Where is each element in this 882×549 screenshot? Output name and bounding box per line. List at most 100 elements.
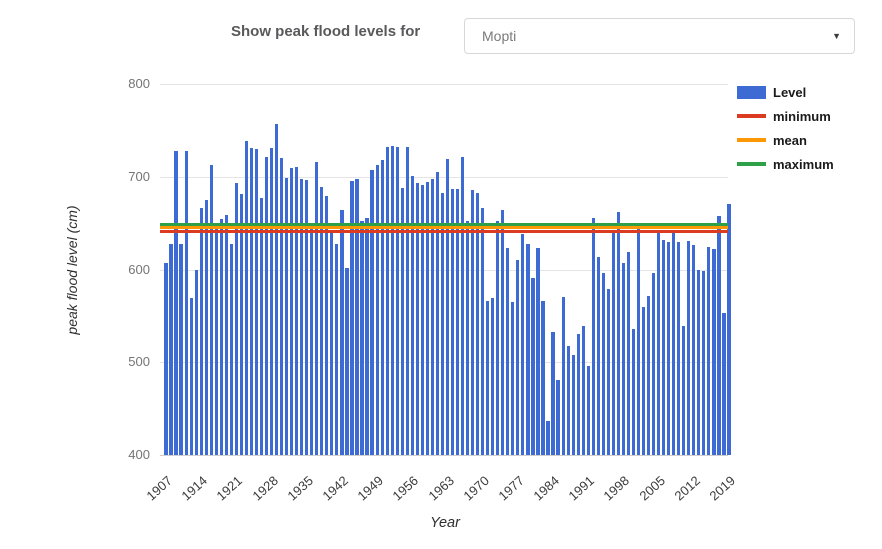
bar-2014[interactable] <box>702 271 706 455</box>
bar-2007[interactable] <box>667 241 671 455</box>
bar-1917[interactable] <box>214 223 218 455</box>
bar-1944[interactable] <box>350 181 354 455</box>
bar-1929[interactable] <box>274 123 279 455</box>
bar-1914[interactable] <box>199 208 203 455</box>
bar-1931[interactable] <box>285 177 289 455</box>
bar-1958[interactable] <box>420 185 424 455</box>
bar-1972[interactable] <box>491 298 495 455</box>
bar-1912[interactable] <box>189 298 193 455</box>
bar-1924[interactable] <box>249 147 254 455</box>
bar-1941[interactable] <box>335 244 339 455</box>
bar-1988[interactable] <box>571 354 575 455</box>
bar-1920[interactable] <box>229 244 233 455</box>
bar-1955[interactable] <box>405 147 409 455</box>
bar-1927[interactable] <box>264 157 269 455</box>
bar-1945[interactable] <box>355 178 359 455</box>
bar-1990[interactable] <box>581 326 585 455</box>
bar-1913[interactable] <box>194 269 198 455</box>
bar-1939[interactable] <box>325 196 329 455</box>
bar-1950[interactable] <box>380 160 384 455</box>
bar-1971[interactable] <box>486 301 490 455</box>
bar-1984[interactable] <box>551 331 555 455</box>
bar-1953[interactable] <box>395 147 399 455</box>
bar-1916[interactable] <box>209 164 213 455</box>
bar-1961[interactable] <box>435 172 440 455</box>
bar-2010[interactable] <box>682 326 686 455</box>
bar-1973[interactable] <box>496 221 500 455</box>
bar-1966[interactable] <box>460 157 465 455</box>
bar-2013[interactable] <box>697 269 701 455</box>
bar-2011[interactable] <box>687 240 691 455</box>
bar-1915[interactable] <box>204 199 208 455</box>
bar-1978[interactable] <box>521 234 525 455</box>
bar-1983[interactable] <box>546 420 550 455</box>
bar-1951[interactable] <box>385 147 389 455</box>
bar-1949[interactable] <box>375 164 379 455</box>
bar-1925[interactable] <box>254 148 259 455</box>
bar-1954[interactable] <box>400 187 404 455</box>
bar-1928[interactable] <box>269 147 274 455</box>
bar-1987[interactable] <box>566 346 570 455</box>
bar-1907[interactable] <box>164 263 168 455</box>
bar-1918[interactable] <box>219 219 223 455</box>
bar-2012[interactable] <box>692 245 696 455</box>
bar-1992[interactable] <box>591 217 595 455</box>
bar-1994[interactable] <box>601 273 605 455</box>
bar-1969[interactable] <box>476 192 480 455</box>
bar-1947[interactable] <box>365 217 369 455</box>
bar-1911[interactable] <box>184 150 188 455</box>
bar-1952[interactable] <box>390 146 394 455</box>
bar-1943[interactable] <box>345 267 349 455</box>
bar-2003[interactable] <box>646 296 651 455</box>
bar-1946[interactable] <box>360 221 364 455</box>
bar-1962[interactable] <box>440 193 445 455</box>
bar-1923[interactable] <box>244 140 249 455</box>
bar-1926[interactable] <box>259 198 264 455</box>
bar-1933[interactable] <box>295 167 299 455</box>
bar-1922[interactable] <box>239 194 243 455</box>
bar-1921[interactable] <box>234 183 238 455</box>
bar-2015[interactable] <box>707 247 711 455</box>
bar-2000[interactable] <box>631 328 636 455</box>
bar-2001[interactable] <box>636 224 641 455</box>
bar-1935[interactable] <box>305 180 309 455</box>
bar-1909[interactable] <box>174 150 178 455</box>
bar-2018[interactable] <box>722 313 726 455</box>
bar-1977[interactable] <box>516 260 520 455</box>
bar-1932[interactable] <box>290 168 294 455</box>
bar-1964[interactable] <box>450 188 455 455</box>
bar-1937[interactable] <box>315 161 319 455</box>
bar-1989[interactable] <box>576 334 580 455</box>
bar-1942[interactable] <box>340 210 344 455</box>
bar-2004[interactable] <box>651 273 656 455</box>
bar-1981[interactable] <box>536 248 540 455</box>
bar-1993[interactable] <box>596 256 600 455</box>
bar-1997[interactable] <box>616 211 620 455</box>
bar-1957[interactable] <box>415 183 419 455</box>
bar-1970[interactable] <box>481 208 485 455</box>
bar-1996[interactable] <box>611 232 615 455</box>
bar-2009[interactable] <box>677 241 681 455</box>
bar-1968[interactable] <box>471 189 475 455</box>
bar-1974[interactable] <box>501 210 505 455</box>
bar-2006[interactable] <box>662 239 666 455</box>
bar-1998[interactable] <box>621 263 626 455</box>
bar-1910[interactable] <box>179 244 183 455</box>
bar-1930[interactable] <box>280 158 284 455</box>
bar-1919[interactable] <box>224 214 228 455</box>
bar-1979[interactable] <box>526 243 530 455</box>
bar-1980[interactable] <box>531 277 535 455</box>
bar-1956[interactable] <box>410 175 414 455</box>
bar-1986[interactable] <box>561 297 565 455</box>
bar-1999[interactable] <box>626 251 631 455</box>
bar-1975[interactable] <box>506 248 510 455</box>
bar-1960[interactable] <box>430 178 434 455</box>
bar-1940[interactable] <box>330 232 334 455</box>
bar-1938[interactable] <box>320 186 324 455</box>
bar-1982[interactable] <box>541 301 545 455</box>
bar-1965[interactable] <box>455 188 460 455</box>
bar-2019[interactable] <box>727 203 731 455</box>
bar-1936[interactable] <box>310 227 314 455</box>
bar-2002[interactable] <box>641 306 646 455</box>
bar-2005[interactable] <box>657 229 661 455</box>
